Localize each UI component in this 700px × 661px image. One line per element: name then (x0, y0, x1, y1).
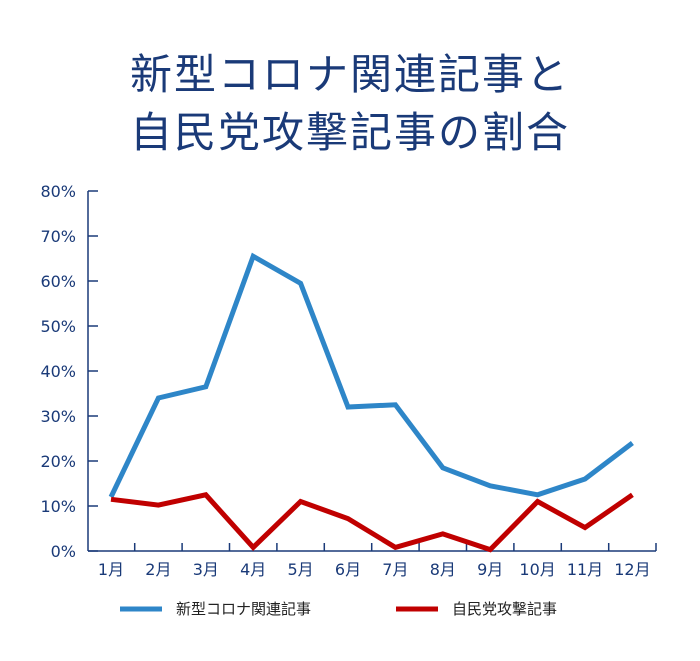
series-line-1 (108, 252, 634, 499)
x-tick-label: 9月 (477, 560, 503, 579)
y-tick-label: 80% (40, 182, 76, 201)
x-tick-label: 7月 (382, 560, 408, 579)
y-tick-label: 70% (40, 227, 76, 246)
chart-title: 新型コロナ関連記事と 自民党攻撃記事の割合 (0, 46, 700, 162)
series-line-2 (110, 492, 634, 553)
y-axis-tick-labels: 0% 10% 20% 30% 40% 50% 60% 70% 80% (40, 182, 76, 561)
y-tick-label: 40% (40, 362, 76, 381)
x-tick-label: 10月 (519, 560, 555, 579)
y-tick-label: 50% (40, 317, 76, 336)
series-lines (108, 252, 634, 553)
x-tick-label: 2月 (145, 560, 171, 579)
chart-title-line-2: 自民党攻撃記事の割合 (129, 108, 570, 157)
x-tick-label: 3月 (193, 560, 219, 579)
x-tick-label: 5月 (288, 560, 314, 579)
x-tick-label: 8月 (430, 560, 456, 579)
x-axis-tick-labels: 1月 2月 3月 4月 5月 6月 7月 8月 9月 10月 11月 12月 (98, 560, 651, 579)
x-tick-label: 1月 (98, 560, 124, 579)
legend-label-2: 自民党攻撃記事 (452, 600, 557, 618)
y-tick-label: 30% (40, 407, 76, 426)
chart-title-line-1: 新型コロナ関連記事と (129, 50, 570, 99)
y-tick-label: 20% (40, 452, 76, 471)
legend: 新型コロナ関連記事 自民党攻撃記事 (120, 600, 557, 618)
legend-label-1: 新型コロナ関連記事 (176, 600, 311, 618)
chart-axes (87, 190, 657, 552)
y-tick-label: 60% (40, 272, 76, 291)
x-tick-label: 11月 (567, 560, 603, 579)
x-tick-label: 4月 (240, 560, 266, 579)
x-tick-label: 12月 (614, 560, 650, 579)
y-tick-label: 10% (40, 497, 76, 516)
x-tick-label: 6月 (335, 560, 361, 579)
y-tick-label: 0% (51, 542, 76, 561)
